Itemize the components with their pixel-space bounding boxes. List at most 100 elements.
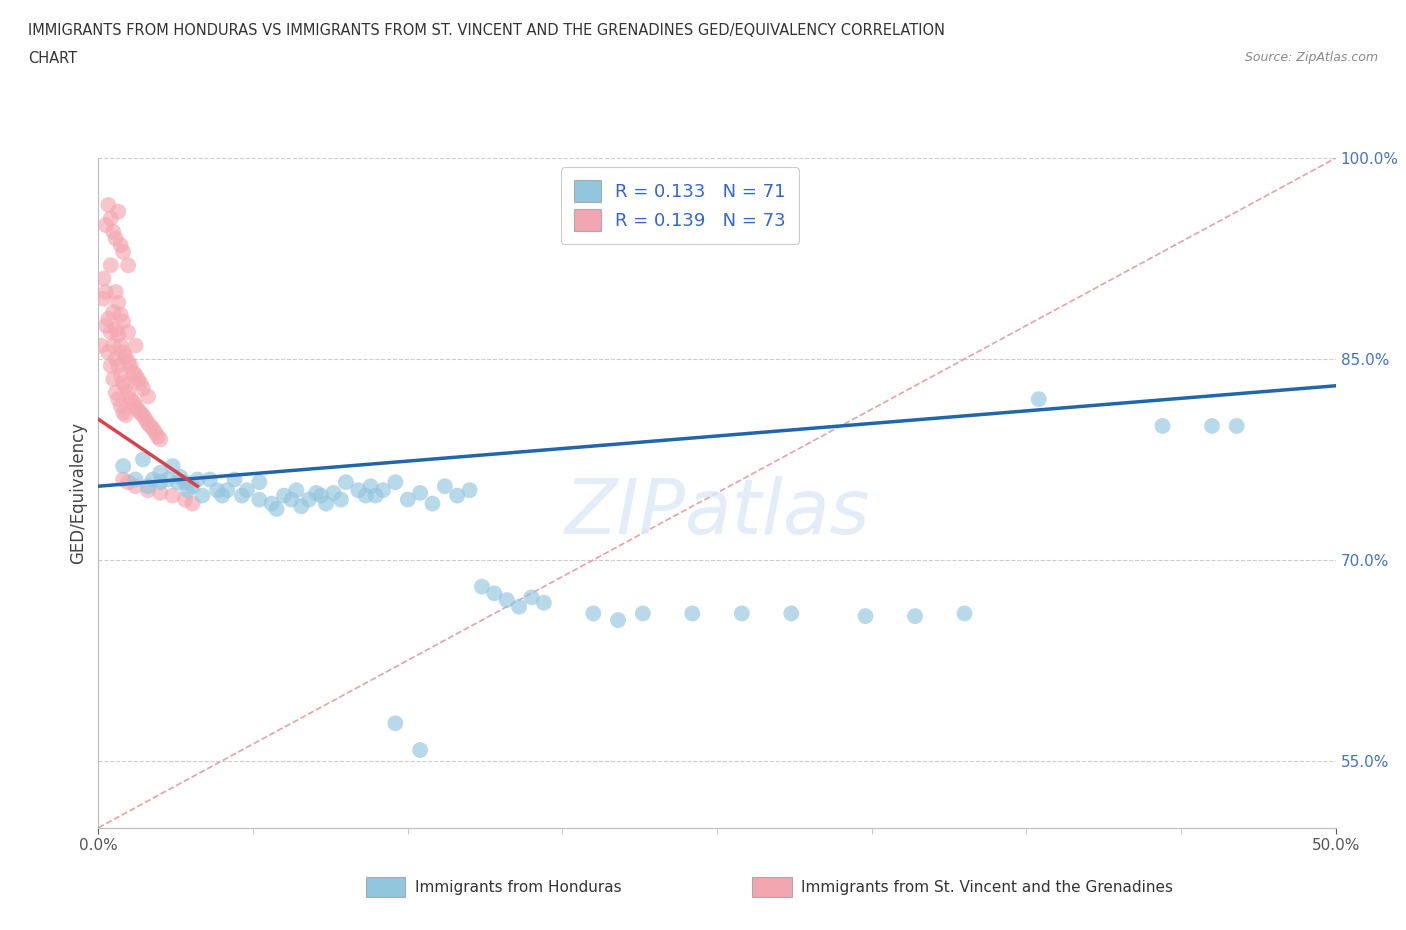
Point — [122, 394, 145, 409]
Point — [315, 497, 337, 512]
Point — [211, 488, 233, 503]
Text: Source: ZipAtlas.com: Source: ZipAtlas.com — [1244, 51, 1378, 64]
Point — [142, 421, 165, 436]
Point — [731, 606, 754, 621]
Point — [122, 365, 145, 379]
Point — [446, 488, 468, 503]
Point — [533, 595, 555, 610]
Point — [322, 485, 344, 500]
Point — [107, 327, 129, 342]
Point — [298, 492, 321, 507]
Point — [305, 485, 328, 500]
Point — [103, 339, 125, 353]
Point — [174, 474, 197, 489]
Point — [114, 379, 136, 393]
Point — [112, 458, 135, 473]
Point — [94, 218, 117, 232]
Point — [136, 416, 159, 431]
Point — [136, 389, 159, 404]
Point — [110, 339, 132, 353]
Point — [384, 474, 406, 489]
Point — [631, 606, 654, 621]
Point — [112, 376, 135, 391]
Point — [117, 354, 139, 369]
Legend: R = 0.133   N = 71, R = 0.139   N = 73: R = 0.133 N = 71, R = 0.139 N = 73 — [561, 167, 799, 244]
Point — [290, 498, 312, 513]
Point — [520, 590, 543, 604]
Point — [117, 325, 139, 339]
Point — [143, 425, 166, 440]
Point — [169, 470, 191, 485]
Point — [149, 474, 172, 489]
Point — [139, 418, 162, 433]
Point — [780, 606, 803, 621]
Text: Immigrants from St. Vincent and the Grenadines: Immigrants from St. Vincent and the Gren… — [801, 880, 1174, 895]
Point — [124, 472, 146, 487]
Point — [93, 272, 115, 286]
Point — [495, 592, 517, 607]
Point — [110, 238, 132, 253]
Point — [107, 358, 129, 373]
Point — [97, 345, 120, 360]
Point — [100, 258, 122, 272]
Point — [191, 488, 214, 503]
Point — [107, 392, 129, 406]
Y-axis label: GED/Equivalency: GED/Equivalency — [69, 422, 87, 564]
Point — [124, 398, 146, 413]
Point — [681, 606, 703, 621]
Point — [124, 367, 146, 382]
Point — [114, 349, 136, 364]
Point — [132, 407, 155, 422]
Point — [104, 322, 127, 337]
Point — [136, 479, 159, 494]
Point — [112, 314, 135, 329]
Point — [94, 318, 117, 333]
Point — [433, 479, 456, 494]
Point — [104, 385, 127, 400]
Text: CHART: CHART — [28, 51, 77, 66]
Point — [110, 307, 132, 322]
Text: Immigrants from Honduras: Immigrants from Honduras — [415, 880, 621, 895]
Point — [174, 492, 197, 507]
Point — [409, 485, 432, 500]
Text: ZIPatlas: ZIPatlas — [564, 476, 870, 550]
Point — [149, 485, 172, 500]
Point — [149, 465, 172, 480]
Point — [224, 472, 246, 487]
Point — [1226, 418, 1249, 433]
Point — [100, 211, 122, 226]
Point — [166, 474, 188, 489]
Point — [162, 458, 184, 473]
Point — [205, 483, 228, 498]
Point — [236, 483, 259, 498]
Point — [110, 367, 132, 382]
Point — [217, 483, 239, 498]
Point — [100, 325, 122, 339]
Point — [94, 285, 117, 299]
Point — [422, 497, 444, 512]
Text: IMMIGRANTS FROM HONDURAS VS IMMIGRANTS FROM ST. VINCENT AND THE GRENADINES GED/E: IMMIGRANTS FROM HONDURAS VS IMMIGRANTS F… — [28, 23, 945, 38]
Point — [458, 483, 481, 498]
Point — [117, 258, 139, 272]
Point — [186, 472, 208, 487]
Point — [124, 339, 146, 353]
Point — [360, 479, 382, 494]
Point — [103, 305, 125, 320]
Point — [110, 398, 132, 413]
Point — [112, 472, 135, 487]
Point — [364, 488, 387, 503]
Point — [953, 606, 976, 621]
Point — [508, 599, 530, 614]
Point — [134, 412, 156, 427]
Point — [120, 358, 142, 373]
Point — [329, 492, 352, 507]
Point — [198, 472, 221, 487]
Point — [162, 488, 184, 503]
Point — [104, 231, 127, 246]
Point — [176, 483, 198, 498]
Point — [124, 479, 146, 494]
Point — [181, 497, 204, 512]
Point — [107, 205, 129, 219]
Point — [181, 479, 204, 494]
Point — [120, 392, 142, 406]
